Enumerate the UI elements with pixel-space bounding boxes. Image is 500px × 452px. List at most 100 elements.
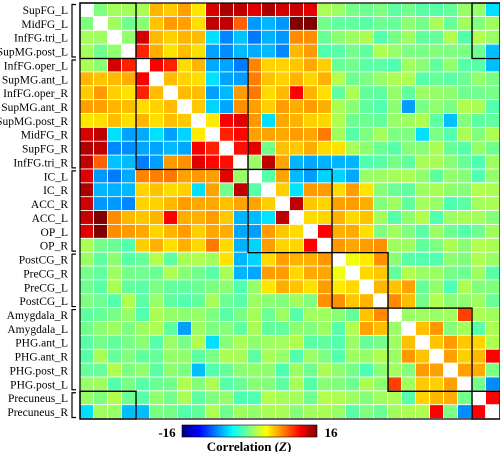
cell-PostCG_L-InfFG.oper_L xyxy=(136,294,150,308)
cell-OP_L-ACC_L xyxy=(290,224,304,238)
cell-SupFG_L-SupFG_R xyxy=(220,3,234,16)
cell-PHG.post_L-SupMG.post_L xyxy=(122,377,136,391)
cell-PostCG_R-Precuneus_L xyxy=(472,252,486,266)
cell-Precuneus_R-ACC_L xyxy=(290,405,304,419)
cluster-block-5 xyxy=(387,307,473,392)
cell-IC_R-SupFG_L xyxy=(80,183,94,197)
cell-ACC_L-IC_L xyxy=(248,211,262,224)
cell-SupMG.ant_L-SupFG_L xyxy=(80,72,94,86)
cell-ACC_L-ACC_L xyxy=(290,211,304,224)
cell-SupFG_R-Precuneus_L xyxy=(472,141,486,155)
cell-PHG.post_L-Amygdala_L xyxy=(402,377,416,391)
cell-Amygdala_R-InfFG.oper_R xyxy=(164,308,178,322)
cell-PHG.post_R-Amygdala_L xyxy=(402,363,416,377)
cell-MidFG_L-Precuneus_L xyxy=(472,16,486,30)
cell-MidFG_L-InfFG.oper_R xyxy=(164,16,178,30)
cell-PHG.ant_L-InfFG.tri_R xyxy=(234,335,248,349)
cell-SupFG_R-PHG.post_R xyxy=(444,141,458,155)
cell-OP_R-OP_L xyxy=(304,238,318,252)
cell-ACC_R-InfFG.oper_R xyxy=(164,197,178,211)
cell-PHG.ant_L-IC_L xyxy=(248,335,262,349)
cell-MidFG_R-InfFG.tri_R xyxy=(234,127,248,141)
cell-ACC_R-PreCG_R xyxy=(346,197,360,211)
cell-OP_R-ACC_L xyxy=(290,238,304,252)
cell-PHG.post_R-MidFG_L xyxy=(94,363,108,377)
cell-PostCG_L-SupMG.ant_L xyxy=(150,294,164,308)
cell-InfFG.tri_R-InfFG.tri_R xyxy=(234,155,248,169)
cell-SupMG.post_L-SupMG.ant_R xyxy=(178,44,192,58)
cell-PreCG_R-PostCG_R xyxy=(332,266,346,280)
cell-Precuneus_L-SupMG.ant_R xyxy=(178,391,192,405)
cell-PHG.post_R-OP_R xyxy=(318,363,332,377)
cell-SupFG_L-SupMG.ant_L xyxy=(150,3,164,16)
cell-PHG.post_L-SupFG_L xyxy=(80,377,94,391)
cell-IC_L-OP_R xyxy=(318,169,332,183)
cell-PreCG_R-SupMG.ant_L xyxy=(150,266,164,280)
cell-PreCG_L-InfFG.oper_R xyxy=(164,280,178,294)
cell-InfFG.tri_R-PHG.post_R xyxy=(444,155,458,169)
cell-PostCG_L-SupMG.ant_R xyxy=(178,294,192,308)
cell-PHG.post_L-PHG.post_R xyxy=(444,377,458,391)
cell-ACC_R-Amygdala_L xyxy=(402,197,416,211)
cell-SupFG_L-PHG.ant_R xyxy=(430,3,444,16)
cell-Amygdala_L-PHG.ant_L xyxy=(416,321,430,335)
cell-OP_R-Precuneus_R xyxy=(486,238,500,252)
cell-InfFG.oper_R-SupMG.post_R xyxy=(192,86,206,100)
cell-IC_L-IC_R xyxy=(262,169,276,183)
cell-OP_L-PreCG_R xyxy=(346,224,360,238)
cell-SupFG_L-IC_R xyxy=(262,3,276,16)
cell-OP_R-InfFG.tri_L xyxy=(108,238,122,252)
cell-PHG.ant_R-ACC_R xyxy=(276,349,290,363)
cell-SupMG.ant_R-PHG.post_R xyxy=(444,100,458,114)
cell-SupFG_L-InfFG.oper_L xyxy=(136,3,150,16)
cell-Precuneus_R-MidFG_L xyxy=(94,405,108,419)
cell-SupMG.post_L-PreCG_R xyxy=(346,44,360,58)
cell-PHG.post_L-PostCG_R xyxy=(332,377,346,391)
cell-PHG.ant_L-PreCG_L xyxy=(360,335,374,349)
cell-PreCG_L-MidFG_L xyxy=(94,280,108,294)
cell-MidFG_R-OP_R xyxy=(318,127,332,141)
cell-Amygdala_L-OP_R xyxy=(318,321,332,335)
cell-OP_R-MidFG_L xyxy=(94,238,108,252)
cell-OP_L-MidFG_R xyxy=(206,224,220,238)
cell-PHG.ant_L-ACC_R xyxy=(276,335,290,349)
cell-OP_L-SupFG_R xyxy=(220,224,234,238)
cell-PostCG_L-PostCG_L xyxy=(374,294,388,308)
cell-InfFG.oper_L-ACC_L xyxy=(290,58,304,72)
cell-IC_L-InfFG.oper_R xyxy=(164,169,178,183)
cell-InfFG.oper_R-Precuneus_R xyxy=(486,86,500,100)
cell-SupMG.ant_L-InfFG.tri_L xyxy=(108,72,122,86)
cell-IC_R-ACC_R xyxy=(276,183,290,197)
cell-OP_R-SupMG.ant_L xyxy=(150,238,164,252)
cell-Precuneus_L-IC_L xyxy=(248,391,262,405)
cell-PreCG_L-Precuneus_R xyxy=(486,280,500,294)
cell-SupFG_L-Amygdala_R xyxy=(388,3,402,16)
cell-Amygdala_R-PreCG_L xyxy=(360,308,374,322)
cell-SupFG_R-IC_R xyxy=(262,141,276,155)
cell-SupFG_L-SupMG.post_L xyxy=(122,3,136,16)
cell-SupFG_R-ACC_L xyxy=(290,141,304,155)
cell-ACC_L-OP_R xyxy=(318,211,332,224)
cell-PreCG_R-PHG.ant_L xyxy=(416,266,430,280)
cell-Precuneus_R-InfFG.tri_L xyxy=(108,405,122,419)
cell-Amygdala_L-PHG.post_L xyxy=(458,321,472,335)
cell-Precuneus_R-ACC_R xyxy=(276,405,290,419)
cell-Precuneus_L-Amygdala_R xyxy=(388,391,402,405)
cell-OP_L-SupFG_L xyxy=(80,224,94,238)
cell-InfFG.oper_L-SupMG.post_R xyxy=(192,58,206,72)
cell-Amygdala_R-IC_L xyxy=(248,308,262,322)
cell-ACC_L-SupMG.ant_R xyxy=(178,211,192,224)
cell-IC_L-PHG.post_R xyxy=(444,169,458,183)
cell-MidFG_R-PHG.ant_R xyxy=(430,127,444,141)
cell-Amygdala_L-Amygdala_L xyxy=(402,321,416,335)
cell-Amygdala_R-PHG.post_L xyxy=(458,308,472,322)
cell-InfFG.tri_R-PHG.post_L xyxy=(458,155,472,169)
cell-IC_R-ACC_L xyxy=(290,183,304,197)
cell-SupMG.ant_R-PHG.post_L xyxy=(458,100,472,114)
cell-SupFG_R-InfFG.oper_R xyxy=(164,141,178,155)
cell-SupMG.ant_L-PHG.ant_R xyxy=(430,72,444,86)
cell-SupFG_R-Amygdala_L xyxy=(402,141,416,155)
cell-MidFG_R-PHG.post_R xyxy=(444,127,458,141)
cell-Amygdala_R-SupMG.ant_L xyxy=(150,308,164,322)
cell-SupMG.ant_R-InfFG.tri_L xyxy=(108,100,122,114)
